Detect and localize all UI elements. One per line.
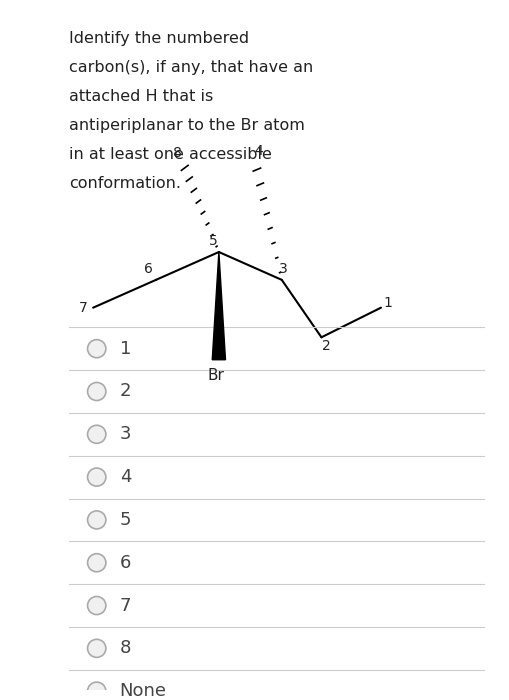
- Text: in at least one accessible: in at least one accessible: [69, 147, 272, 162]
- Text: conformation.: conformation.: [69, 176, 181, 191]
- Text: 7: 7: [120, 596, 131, 615]
- Ellipse shape: [88, 682, 106, 700]
- Text: antiperiplanar to the Br atom: antiperiplanar to the Br atom: [69, 118, 304, 133]
- Text: attached H that is: attached H that is: [69, 89, 213, 104]
- Ellipse shape: [88, 554, 106, 572]
- Text: Identify the numbered: Identify the numbered: [69, 31, 249, 46]
- Text: 8: 8: [120, 639, 131, 657]
- Text: 1: 1: [383, 296, 392, 310]
- Text: 5: 5: [209, 234, 218, 248]
- Text: carbon(s), if any, that have an: carbon(s), if any, that have an: [69, 60, 313, 75]
- Ellipse shape: [88, 340, 106, 358]
- Text: 3: 3: [120, 426, 131, 443]
- Text: 3: 3: [279, 262, 288, 276]
- Text: 2: 2: [120, 382, 131, 400]
- Ellipse shape: [88, 426, 106, 443]
- Ellipse shape: [88, 382, 106, 400]
- Text: Br: Br: [207, 368, 224, 384]
- Text: 4: 4: [120, 468, 131, 486]
- Text: 4: 4: [254, 144, 263, 158]
- Ellipse shape: [88, 596, 106, 615]
- Text: 6: 6: [120, 554, 131, 572]
- Ellipse shape: [88, 468, 106, 486]
- Text: 1: 1: [120, 340, 131, 358]
- Text: 6: 6: [144, 262, 153, 276]
- Text: 5: 5: [120, 511, 131, 529]
- Text: 2: 2: [322, 340, 331, 354]
- Polygon shape: [212, 252, 225, 360]
- Ellipse shape: [88, 639, 106, 657]
- Ellipse shape: [88, 511, 106, 529]
- Text: 8: 8: [173, 146, 182, 160]
- Text: None: None: [120, 682, 166, 700]
- Text: 7: 7: [79, 301, 88, 315]
